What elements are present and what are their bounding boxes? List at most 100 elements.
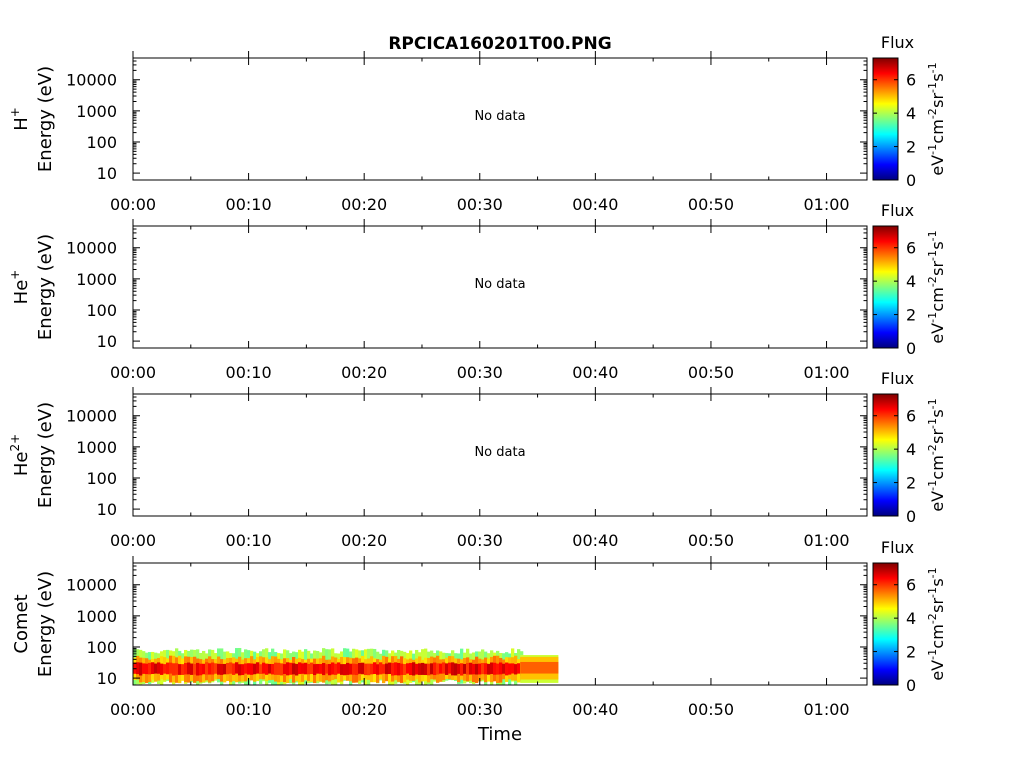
spectrogram-cell bbox=[454, 663, 458, 676]
species-label: H+ bbox=[8, 107, 32, 131]
y-axis-label: Energy (eV) bbox=[35, 571, 56, 677]
spectrogram-cell bbox=[301, 663, 305, 674]
colorbar-tick-label: 0 bbox=[906, 171, 916, 190]
spectrogram-cell bbox=[445, 663, 449, 675]
spectrogram-cell bbox=[370, 663, 374, 675]
colorbar bbox=[872, 393, 899, 517]
spectrogram-cell bbox=[181, 664, 185, 675]
x-tick-label: 00:50 bbox=[688, 195, 734, 214]
x-tick-label: 00:00 bbox=[110, 195, 156, 214]
spectrogram-cell bbox=[493, 662, 497, 675]
colorbar-title: Flux bbox=[881, 33, 914, 52]
colorbar-unit-label: eV-1 cm-2 sr-1 s-1 bbox=[926, 567, 947, 680]
y-tick-label: 10000 bbox=[66, 71, 117, 90]
colorbar-tick-label: 2 bbox=[906, 643, 916, 662]
spectrogram-cell bbox=[205, 662, 209, 675]
colorbar-title: Flux bbox=[881, 538, 914, 557]
x-tick-label: 00:10 bbox=[226, 700, 272, 719]
y-axis-label: Energy (eV) bbox=[35, 66, 56, 172]
spectrogram-cell bbox=[283, 664, 287, 675]
x-tick-label: 00:40 bbox=[572, 531, 618, 550]
figure-title: RPCICA160201T00.PNG bbox=[388, 34, 611, 54]
y-tick-label: 1000 bbox=[76, 102, 117, 121]
spectrogram-cell bbox=[388, 662, 392, 675]
x-tick-label: 00:20 bbox=[341, 700, 387, 719]
colorbar-tick-label: 2 bbox=[906, 474, 916, 493]
species-label: He+ bbox=[8, 270, 32, 305]
colorbar-tick-label: 2 bbox=[906, 306, 916, 325]
spectrogram-cell bbox=[355, 664, 359, 676]
colorbar-tick-label: 4 bbox=[906, 609, 916, 628]
x-tick-label: 00:30 bbox=[457, 363, 503, 382]
spectrogram-cell bbox=[403, 664, 407, 676]
spectrogram-cell bbox=[229, 662, 233, 674]
x-tick-label: 00:00 bbox=[110, 531, 156, 550]
y-tick-label: 100 bbox=[86, 469, 117, 488]
spectrogram-cell bbox=[364, 663, 368, 676]
spectrogram-cell bbox=[457, 663, 461, 674]
spectrogram-cell bbox=[163, 664, 167, 674]
spectrogram-cell bbox=[337, 662, 341, 674]
spectrogram-cell bbox=[421, 662, 425, 675]
spectrogram-cell bbox=[136, 662, 140, 675]
colorbar-tick-label: 0 bbox=[906, 676, 916, 695]
spectrogram-cell bbox=[343, 664, 347, 676]
spectrogram-cell bbox=[280, 663, 284, 676]
spectrogram-cell bbox=[340, 664, 344, 675]
spectrogram-cell bbox=[460, 663, 464, 676]
spectrogram-cell bbox=[172, 663, 176, 676]
spectrogram-cell bbox=[169, 662, 173, 674]
spectrogram-cell bbox=[193, 663, 197, 675]
axes-frame bbox=[132, 562, 868, 686]
spectrogram-cell bbox=[511, 663, 515, 674]
colorbar-tick-label: 0 bbox=[906, 507, 916, 526]
spectrogram-cell bbox=[316, 663, 320, 674]
panel-2: 10 100 1000 10000 00:00 00:10 00:20 00:30 00:40 0… bbox=[8, 201, 947, 382]
spectrogram-cell bbox=[319, 664, 323, 674]
spectrogram-cell bbox=[220, 663, 224, 675]
spectrogram-cell bbox=[151, 662, 155, 674]
spectrogram-cell bbox=[148, 662, 152, 675]
spectrogram-cell bbox=[418, 663, 422, 675]
spectrogram-cell bbox=[499, 662, 503, 675]
x-tick-label: 00:30 bbox=[457, 700, 503, 719]
spectrogram-cell bbox=[367, 663, 371, 676]
spectrogram-cell bbox=[298, 662, 302, 675]
x-tick-label: 01:00 bbox=[803, 363, 849, 382]
spectrogram-cell bbox=[358, 662, 362, 674]
x-tick-label: 00:40 bbox=[572, 700, 618, 719]
spectrogram-cell bbox=[514, 664, 518, 675]
spectrogram-cell bbox=[307, 663, 311, 675]
x-tick-label: 00:30 bbox=[457, 531, 503, 550]
spectrogram-cell bbox=[406, 663, 410, 674]
spectrogram-cell bbox=[268, 663, 272, 674]
spectrogram-cell bbox=[139, 662, 143, 676]
x-tick-label: 01:00 bbox=[803, 195, 849, 214]
spectrogram-cell bbox=[262, 662, 266, 674]
x-tick-label: 00:20 bbox=[341, 363, 387, 382]
spectrogram-cell bbox=[256, 662, 260, 674]
spectrogram-cell bbox=[277, 662, 281, 675]
y-tick-label: 100 bbox=[86, 301, 117, 320]
spectrogram-cell bbox=[292, 663, 296, 675]
colorbar-tick-label: 6 bbox=[906, 239, 916, 258]
spectrogram-cell bbox=[496, 663, 500, 675]
colorbar-tick-label: 6 bbox=[906, 71, 916, 90]
x-tick-label: 00:00 bbox=[110, 363, 156, 382]
spectrogram-cell bbox=[286, 662, 290, 676]
y-tick-label: 100 bbox=[86, 133, 117, 152]
spectrogram-cell bbox=[133, 662, 137, 674]
y-tick-label: 1000 bbox=[76, 270, 117, 289]
species-label: He2+ bbox=[8, 434, 32, 476]
spectrogram-cell bbox=[190, 663, 194, 675]
spectrogram-cell bbox=[241, 664, 245, 676]
spectrogram-cell bbox=[145, 663, 149, 675]
colorbar-tick-label: 0 bbox=[906, 339, 916, 358]
spectrogram-cell bbox=[289, 662, 293, 675]
spectrogram-cell bbox=[166, 662, 170, 675]
spectrogram-cell bbox=[505, 662, 509, 676]
spectrogram-cell bbox=[481, 662, 485, 675]
spectrogram-cell bbox=[217, 663, 221, 675]
spectrogram-cell bbox=[448, 662, 452, 674]
spectrogram-cell bbox=[160, 663, 164, 675]
